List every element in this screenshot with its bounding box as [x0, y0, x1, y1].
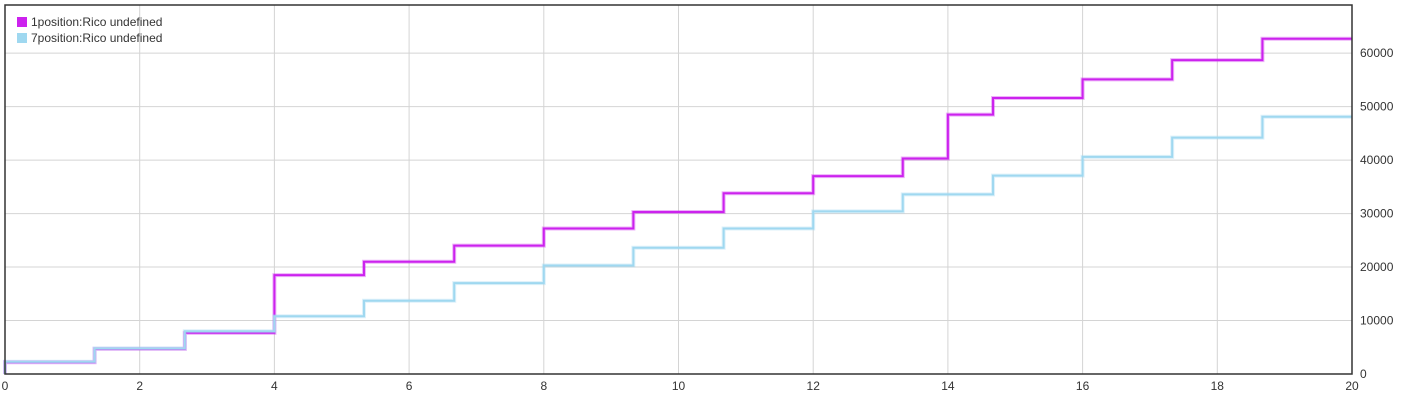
- legend-swatch: [17, 33, 27, 43]
- legend: 1position:Rico undefined 7position:Rico u…: [17, 15, 162, 45]
- y-tick-label: 60000: [1360, 46, 1394, 60]
- x-tick-label: 4: [271, 379, 278, 393]
- x-tick-label: 16: [1076, 379, 1090, 393]
- y-tick-label: 10000: [1360, 314, 1394, 328]
- x-tick-label: 14: [941, 379, 955, 393]
- x-tick-label: 12: [807, 379, 821, 393]
- y-tick-label: 30000: [1360, 207, 1394, 221]
- y-tick-label: 20000: [1360, 260, 1394, 274]
- legend-label: 7position:Rico undefined: [31, 31, 162, 45]
- y-axis-ticks: 0 10000 20000 30000 40000 50000 60000: [1360, 46, 1394, 381]
- x-tick-label: 6: [406, 379, 413, 393]
- x-tick-label: 18: [1211, 379, 1225, 393]
- series-line-1: [4, 37, 1352, 374]
- series-layer: [3, 36, 1352, 374]
- series-line-2: [4, 115, 1352, 374]
- legend-swatch: [17, 17, 27, 27]
- y-tick-label: 50000: [1360, 100, 1394, 114]
- x-tick-label: 20: [1345, 379, 1359, 393]
- x-axis-ticks: 0 2 4 6 8 10 12 14 16 18 20: [2, 379, 1359, 393]
- x-tick-label: 0: [2, 379, 9, 393]
- x-tick-label: 8: [540, 379, 547, 393]
- x-tick-label: 2: [136, 379, 143, 393]
- y-tick-label: 40000: [1360, 153, 1394, 167]
- legend-label: 1position:Rico undefined: [31, 15, 162, 29]
- x-tick-label: 10: [672, 379, 686, 393]
- y-tick-label: 0: [1360, 367, 1367, 381]
- grid: [4, 5, 1353, 374]
- plot-frame: [4, 4, 1353, 375]
